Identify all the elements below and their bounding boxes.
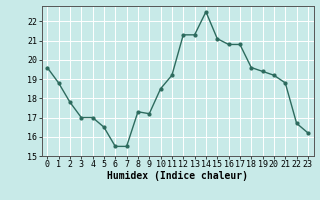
- X-axis label: Humidex (Indice chaleur): Humidex (Indice chaleur): [107, 171, 248, 181]
